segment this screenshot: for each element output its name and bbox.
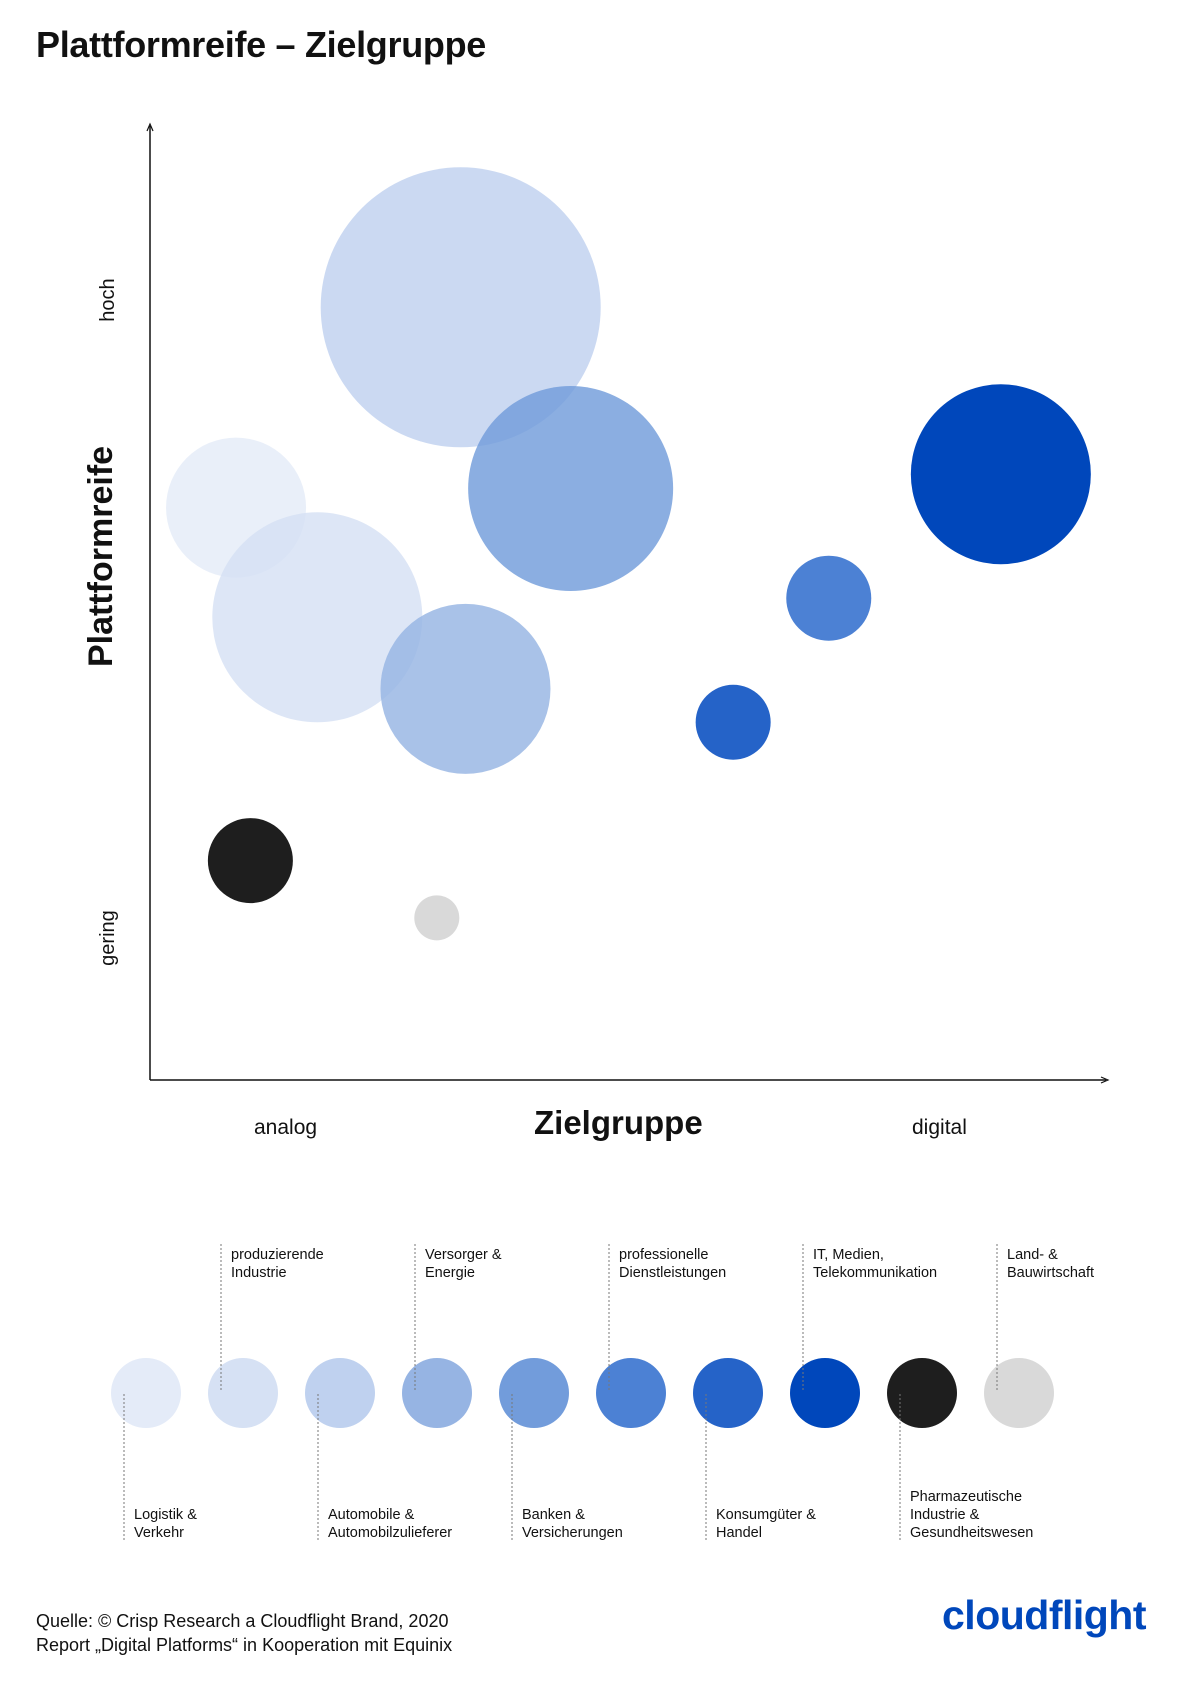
legend-label-line: Land- & <box>1007 1247 1058 1263</box>
legend-label-line: Handel <box>716 1525 762 1541</box>
x-tick-label-analog: analog <box>254 1116 318 1139</box>
legend-swatch-1 <box>208 1358 278 1428</box>
legend-label-line: Pharmazeutische <box>910 1489 1023 1505</box>
legend-label: Versorger & Energie <box>425 1246 502 1282</box>
legend-swatch-7 <box>790 1358 860 1428</box>
legend-label-line: Gesundheitswesen <box>910 1525 1034 1541</box>
legend-label-line: IT, Medien, <box>813 1247 884 1263</box>
legend-label-line: Industrie & <box>910 1507 980 1523</box>
source-note: Quelle: © Crisp Research a Cloudflight B… <box>36 1609 452 1657</box>
x-axis <box>150 1076 1110 1084</box>
cloudflight-logo: cloudflight <box>942 1592 1147 1638</box>
bubble-versorger-energie <box>380 603 551 774</box>
y-axis-title: Plattformreife <box>82 445 120 667</box>
legend-label-line: Versicherungen <box>522 1525 623 1541</box>
bubble-it-medien-telekommunikation <box>910 384 1091 565</box>
legend-label-line: Banken & <box>522 1507 585 1523</box>
legend-label-line: Versorger & <box>425 1247 502 1263</box>
bubble-pharmazeutische-industrie-gesundheitswesen <box>207 818 293 904</box>
legend-swatch-5 <box>596 1358 666 1428</box>
bubble-automobile-automobilzulieferer <box>320 167 601 448</box>
legend-label-line: Bauwirtschaft <box>1007 1265 1095 1281</box>
legend-label-line: Telekommunikation <box>813 1265 938 1281</box>
y-tick-label-high: hoch <box>97 278 119 322</box>
bubble-konsumgüter-handel <box>695 684 771 760</box>
legend-swatch-8 <box>887 1358 957 1428</box>
legend-label-line: professionelle <box>619 1247 709 1263</box>
legend-label: Pharmazeutische Industrie & Gesundheitswes… <box>910 1488 1033 1542</box>
page-title: Plattformreife – Zielgruppe <box>36 24 486 65</box>
legend-label-line: Industrie <box>231 1265 287 1281</box>
y-tick-label-low: gering <box>97 910 119 966</box>
legend-label: Land- & Bauwirtschaft <box>1007 1246 1094 1282</box>
legend-swatch-3 <box>402 1358 472 1428</box>
legend-label: professionelle Dienstleistungen <box>619 1246 726 1282</box>
legend-swatch-4 <box>499 1358 569 1428</box>
legend-label-line: Verkehr <box>134 1525 184 1541</box>
legend-swatch-9 <box>984 1358 1054 1428</box>
legend-label-line: produzierende <box>231 1247 324 1263</box>
legend-label-line: Konsumgüter & <box>716 1507 816 1523</box>
legend-markers <box>111 1244 1054 1542</box>
bubble-land-bauwirtschaft <box>414 895 460 941</box>
legend-label: Banken & Versicherungen <box>522 1506 623 1542</box>
legend-swatch-0 <box>111 1358 181 1428</box>
legend-swatch-2 <box>305 1358 375 1428</box>
bubble-produzierende-industrie <box>212 512 423 723</box>
legend-label-line: Dienstleistungen <box>619 1265 727 1281</box>
legend-label-line: Automobilzulieferer <box>328 1525 453 1541</box>
legend-label-line: Energie <box>425 1265 475 1281</box>
legend-label-line: Automobile & <box>328 1507 415 1523</box>
legend-label: Logistik & Verkehr <box>134 1506 197 1542</box>
legend-label: Konsumgüter & Handel <box>716 1506 816 1542</box>
legend-label: produzierende Industrie <box>231 1246 324 1282</box>
source-line-1: Quelle: © Crisp Research a Cloudflight B… <box>36 1611 449 1631</box>
bubble-professionelle-dienstleistungen <box>786 555 872 641</box>
y-axis <box>146 122 154 1080</box>
x-tick-label-digital: digital <box>912 1116 967 1139</box>
source-line-2: Report „Digital Platforms“ in Kooperatio… <box>36 1635 453 1655</box>
legend-label: Automobile & Automobilzulieferer <box>328 1506 452 1542</box>
legend-label: IT, Medien, Telekommunikation <box>813 1246 937 1282</box>
legend-label-line: Logistik & <box>134 1507 197 1523</box>
x-axis-title: Zielgruppe <box>534 1104 703 1141</box>
bubble-layer <box>166 167 1091 941</box>
bubble-banken-versicherungen <box>468 386 674 592</box>
legend-swatch-6 <box>693 1358 763 1428</box>
